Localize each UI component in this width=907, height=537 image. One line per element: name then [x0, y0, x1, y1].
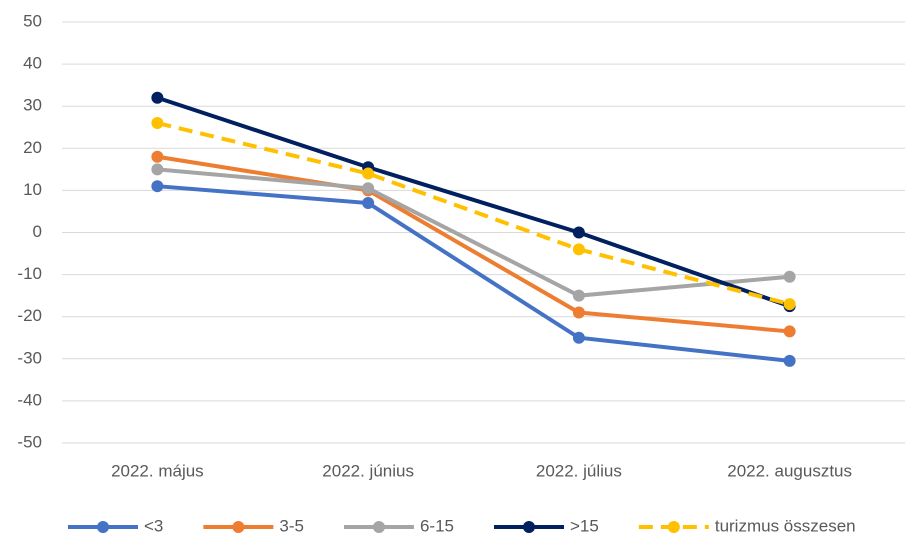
marker	[362, 182, 375, 195]
legend-label: 3-5	[279, 516, 304, 535]
legend-label: 6-15	[420, 516, 454, 535]
y-tick-label: 30	[23, 96, 42, 115]
y-tick-label: 0	[33, 222, 42, 241]
legend-marker	[523, 521, 535, 533]
marker	[151, 180, 164, 193]
series-line	[156, 121, 791, 307]
y-tick-label: -10	[17, 264, 42, 283]
y-tick-label: 40	[23, 54, 42, 73]
marker	[572, 306, 585, 319]
series-line	[157, 184, 790, 363]
marker	[151, 91, 164, 104]
y-tick-label: -50	[17, 432, 42, 451]
y-tick-label: -30	[17, 348, 42, 367]
marker	[783, 325, 796, 338]
marker	[572, 243, 585, 256]
marker	[151, 150, 164, 163]
marker	[572, 289, 585, 302]
legend-label: turizmus összesen	[715, 516, 856, 535]
x-tick-label: 2022. július	[536, 461, 622, 480]
marker	[151, 163, 164, 176]
marker	[362, 167, 375, 180]
legend-marker	[372, 521, 385, 533]
legend-marker	[667, 521, 680, 533]
x-tick-label: 2022. június	[322, 461, 414, 480]
y-tick-label: -20	[17, 306, 42, 325]
y-tick-label: 50	[23, 11, 42, 30]
marker	[151, 117, 164, 130]
marker	[362, 197, 375, 210]
legend-label: >15	[570, 516, 599, 535]
marker	[783, 270, 796, 283]
legend-label: <3	[144, 516, 163, 535]
marker	[572, 226, 585, 239]
marker	[572, 331, 585, 344]
legend-marker	[97, 521, 109, 533]
series-line	[157, 154, 790, 334]
y-tick-label: -40	[17, 390, 42, 409]
series-line	[157, 167, 790, 298]
marker	[783, 298, 796, 311]
marker	[783, 354, 796, 367]
x-tick-label: 2022. május	[111, 461, 204, 480]
x-tick-label: 2022. augusztus	[727, 461, 852, 480]
y-tick-label: 20	[23, 138, 42, 157]
series-line	[156, 95, 791, 309]
y-tick-label: 10	[23, 180, 42, 199]
legend-marker	[232, 521, 245, 533]
